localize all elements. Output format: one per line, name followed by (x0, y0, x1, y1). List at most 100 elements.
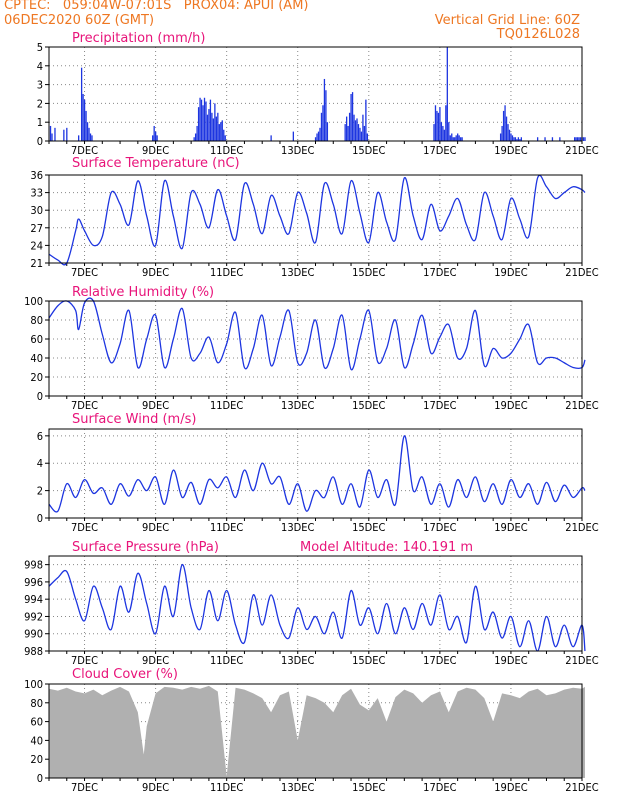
precip-bar (359, 127, 361, 141)
precip-bar (202, 105, 204, 141)
precip-bar (519, 139, 521, 141)
pressure-annotation: Model Altitude: 140.191 m (300, 540, 473, 555)
precip-bar (452, 137, 454, 141)
rh-xtick-label: 11DEC (210, 399, 243, 412)
precip-bar (579, 137, 582, 141)
precip-bar (458, 135, 460, 141)
precip-bar (363, 125, 366, 141)
cloud-ytick-label: 40 (30, 734, 43, 747)
temp-xtick-label: 15DEC (352, 266, 385, 279)
precip-bar (576, 137, 579, 141)
precip-bar (322, 105, 324, 141)
precip-bar (63, 129, 65, 141)
precip-xtick-label: 13DEC (281, 144, 314, 157)
precip-bar (193, 137, 195, 141)
temp-xtick-label: 17DEC (423, 266, 456, 279)
precip-bar (223, 129, 225, 141)
precip-bar (197, 107, 200, 141)
cloud-title: Cloud Cover (%) (72, 667, 178, 682)
precip-bar (83, 99, 86, 141)
precip-xtick-label: 21DEC (565, 144, 598, 157)
precip-frame (48, 46, 583, 142)
precip-bar (347, 125, 349, 141)
wind-ytick-label: 6 (37, 430, 43, 443)
precip-bar (80, 67, 83, 141)
precip-bar (584, 137, 586, 141)
precip-bar (49, 125, 52, 141)
rh-xtick-label: 21DEC (565, 399, 598, 412)
pressure-ytick-label: 990 (24, 628, 43, 641)
precip-bar (357, 124, 360, 141)
temp-series-line (48, 174, 586, 266)
rh-ytick-label: 100 (24, 295, 43, 308)
pressure-xtick-label: 17DEC (423, 654, 456, 667)
precip-bar (502, 110, 505, 141)
cloud-xtick-label: 9DEC (142, 781, 169, 794)
wind-xtick-label: 15DEC (352, 521, 385, 534)
precip-bar (461, 137, 463, 141)
wind-xtick-label: 7DEC (71, 521, 98, 534)
cloud-ytick-label: 20 (30, 753, 43, 766)
pressure-xtick-label: 19DEC (494, 654, 527, 667)
rh-ytick-label: 60 (30, 333, 43, 346)
wind-xtick-label: 11DEC (210, 521, 243, 534)
precip-xtick-label: 19DEC (494, 144, 527, 157)
precip-bar (508, 129, 511, 141)
precip-bar (212, 118, 215, 141)
rh-ytick-label: 0 (37, 390, 43, 403)
pressure-frame (48, 555, 583, 652)
precip-bar (544, 137, 546, 141)
pressure-xtick-label: 13DEC (281, 654, 314, 667)
cloud-ytick-label: 80 (30, 697, 43, 710)
precip-bar (510, 133, 512, 141)
rh-xtick-label: 7DEC (71, 399, 98, 412)
precip-bar (156, 135, 158, 141)
precip-bar (88, 127, 90, 141)
precip-bar (578, 137, 580, 141)
precip-bar (433, 124, 435, 141)
precip-bar (152, 135, 154, 141)
precip-bar (459, 137, 462, 141)
wind-xtick-label: 21DEC (565, 521, 598, 534)
wind-xtick-label: 13DEC (281, 521, 314, 534)
precip-bar (221, 120, 223, 141)
temp-ytick-label: 27 (30, 222, 43, 235)
precip-bar (499, 133, 502, 141)
cloud-xtick-label: 19DEC (494, 781, 527, 794)
precip-bar (325, 90, 327, 141)
precip-bar (436, 110, 438, 141)
header-model-id: TQ0126L028 (496, 27, 580, 42)
precip-bar (362, 114, 364, 141)
precip-bar (442, 125, 444, 141)
temp-xtick-label: 11DEC (210, 266, 243, 279)
wind-title: Surface Wind (m/s) (72, 412, 196, 427)
precip-bar (323, 78, 326, 141)
pressure-ytick-label: 996 (24, 576, 43, 589)
rh-frame (48, 300, 583, 397)
precip-bar (505, 116, 508, 141)
precip-bar (445, 105, 447, 141)
precip-bar (351, 92, 354, 141)
rh-xtick-label: 19DEC (494, 399, 527, 412)
temp-xtick-label: 21DEC (565, 266, 598, 279)
precip-bar (575, 137, 577, 141)
precip-bar (199, 97, 201, 141)
precip-xtick-label: 7DEC (71, 144, 98, 157)
pressure-series-line (48, 563, 586, 652)
precip-bar (511, 135, 514, 141)
precip-ytick-label: 0 (37, 135, 43, 148)
precip-bar (209, 99, 212, 141)
rh-xtick-label: 15DEC (352, 399, 385, 412)
pressure-xtick-label: 7DEC (71, 654, 98, 667)
pressure-ytick-label: 998 (24, 559, 43, 572)
precip-bar (582, 137, 585, 141)
wind-series-line (48, 435, 586, 513)
precip-bar (326, 122, 329, 141)
precip-bar (440, 122, 443, 141)
temp-ytick-label: 30 (30, 204, 43, 217)
precip-ytick-label: 2 (37, 97, 43, 110)
precip-bar (443, 129, 446, 141)
wind-ytick-label: 2 (37, 485, 43, 498)
cloud-xtick-label: 21DEC (565, 781, 598, 794)
precip-bar (559, 137, 561, 141)
